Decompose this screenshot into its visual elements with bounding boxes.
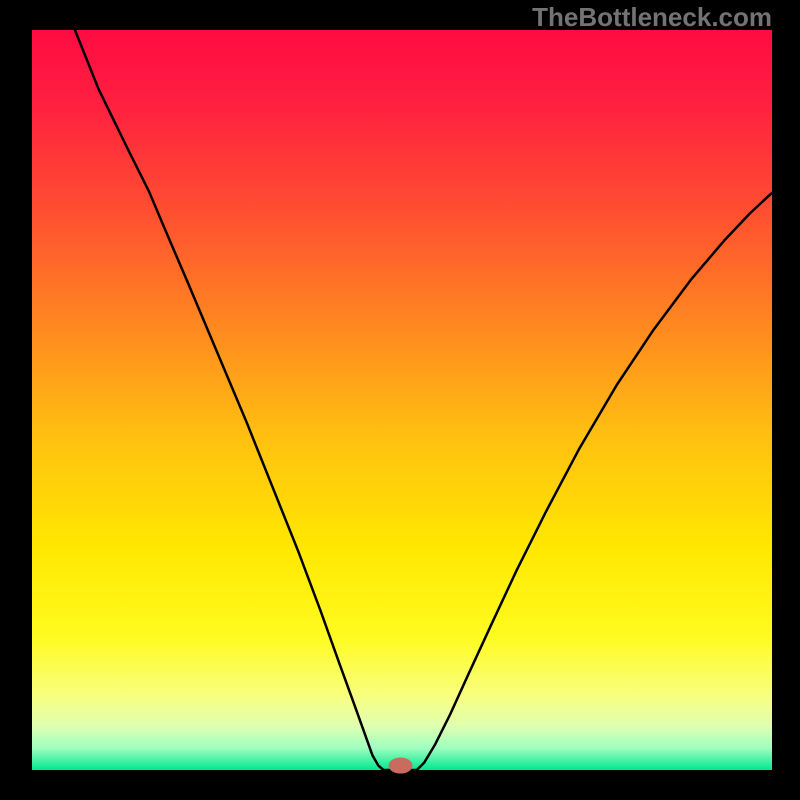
bottleneck-chart-svg [0,0,800,800]
watermark-text: TheBottleneck.com [532,2,772,33]
gradient-background [32,30,772,770]
chart-container: TheBottleneck.com [0,0,800,800]
optimum-marker [389,758,413,774]
